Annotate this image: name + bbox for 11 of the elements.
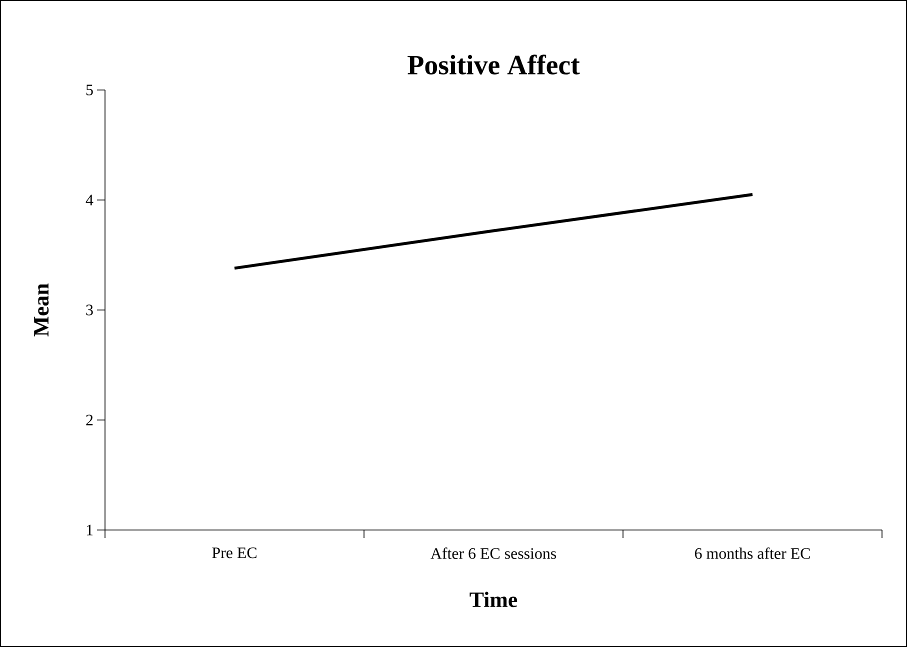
y-axis-title: Mean (34, 284, 49, 336)
y-tick-label: 1 (86, 524, 93, 536)
y-tick-label: 2 (86, 414, 93, 426)
y-tick-label: 3 (86, 304, 93, 316)
y-tick-label: 4 (86, 194, 94, 206)
x-tick-label: Pre EC (212, 548, 256, 558)
y-tick-label: 5 (86, 84, 93, 96)
x-tick-label: 6 months after EC (694, 548, 810, 559)
chart-title: Positive Affect (408, 54, 580, 74)
x-axis-title: Time (470, 592, 518, 608)
x-tick-label: After 6 EC sessions (430, 548, 556, 559)
